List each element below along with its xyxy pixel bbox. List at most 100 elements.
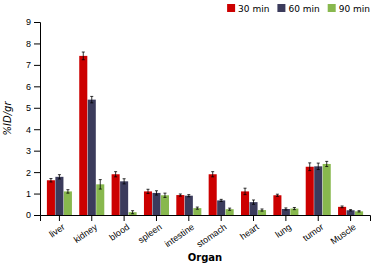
tick: intestine	[163, 215, 196, 249]
tick-label: 9	[26, 17, 31, 27]
error-bar	[82, 52, 85, 60]
tick-mark	[34, 194, 40, 195]
bar	[338, 207, 346, 215]
tick: lung	[273, 215, 293, 240]
error-bar	[211, 172, 214, 177]
marks	[47, 52, 363, 215]
error-bar	[99, 180, 102, 189]
tick-label: 0	[26, 210, 31, 220]
tick: 4	[26, 125, 40, 135]
tick-label: 4	[26, 125, 31, 135]
tick-label: blood	[108, 222, 132, 243]
tick-mark	[91, 215, 92, 221]
error-bar	[155, 191, 158, 195]
plot: 0 1 2 3 4 5 6 7 8 9 liver kidney bloodspleenintestin…	[26, 17, 371, 249]
tick: 7	[26, 60, 40, 70]
tick-label: kidney	[72, 222, 99, 245]
error-bar	[244, 188, 247, 194]
error-bar	[179, 194, 182, 196]
tick-label: stomach	[195, 222, 229, 250]
error-bar	[341, 206, 344, 208]
tick-mark	[34, 108, 40, 109]
tick-label: 1	[26, 189, 31, 199]
error-bar	[196, 207, 199, 209]
bar	[55, 177, 63, 215]
tick-label: intestine	[163, 222, 196, 249]
tick: 1	[26, 189, 40, 199]
tick-mark	[59, 215, 60, 221]
legend-swatch	[227, 4, 235, 12]
bar	[355, 211, 363, 215]
axis-line	[41, 216, 371, 222]
bar	[176, 195, 184, 215]
legend: 30 min60 min90 min	[227, 4, 370, 14]
bar	[47, 180, 55, 215]
tick-mark	[221, 215, 222, 221]
tick-mark	[34, 172, 40, 173]
tick-mark	[34, 86, 40, 87]
legend-item: 90 min	[328, 4, 370, 14]
tick-mark	[34, 65, 40, 66]
tick: 8	[26, 39, 40, 49]
tick-mark	[34, 151, 40, 152]
error-bar	[187, 195, 190, 197]
bar	[152, 193, 160, 215]
tick-mark	[124, 215, 125, 221]
tick-mark	[253, 215, 254, 221]
bar	[112, 174, 120, 215]
tick: spleen	[136, 215, 163, 245]
tick: tumor	[301, 215, 326, 243]
tick-label: heart	[238, 222, 261, 242]
tick-label: tumor	[301, 222, 326, 243]
x-axis-title: Organ	[188, 252, 222, 263]
error-bar	[131, 211, 134, 214]
tick: 2	[26, 167, 40, 177]
error-bar	[123, 179, 126, 184]
error-bar	[276, 194, 279, 196]
bar	[306, 167, 314, 215]
tick: 3	[26, 146, 40, 156]
tick: liver	[47, 215, 66, 239]
error-bar	[261, 209, 264, 211]
tick: stomach	[195, 215, 229, 249]
bar	[185, 196, 193, 215]
tick: Muscle	[329, 215, 358, 246]
tick-mark	[350, 215, 351, 221]
tick-mark	[34, 215, 40, 216]
tick: kidney	[72, 215, 99, 245]
bar	[314, 166, 322, 215]
bar	[79, 56, 87, 215]
bar	[88, 100, 96, 215]
tick-mark	[285, 215, 286, 221]
tick-mark	[188, 215, 189, 221]
tick-mark	[318, 215, 319, 221]
tick-label: 5	[26, 103, 31, 113]
error-bar	[66, 190, 69, 193]
error-bar	[293, 207, 296, 209]
x-axis: liver kidney bloodspleenintestinestomach he…	[41, 215, 371, 249]
legend-item: 60 min	[277, 4, 319, 14]
error-bar	[58, 175, 61, 179]
tick: 6	[26, 82, 40, 92]
legend-label: 90 min	[339, 4, 370, 14]
bar	[347, 210, 355, 215]
tick-label: 6	[26, 82, 31, 92]
legend-swatch	[277, 4, 285, 12]
bar	[144, 191, 152, 215]
error-bar	[317, 163, 320, 169]
bar	[323, 164, 331, 215]
tick: heart	[238, 215, 261, 242]
tick-mark	[34, 22, 40, 23]
error-bar	[325, 161, 328, 166]
tick-label: 7	[26, 60, 31, 70]
y-axis-title: %ID/gr	[2, 101, 13, 136]
series	[64, 161, 363, 215]
legend-label: 60 min	[288, 4, 319, 14]
error-bar	[252, 200, 255, 204]
chart: 0 1 2 3 4 5 6 7 8 9 liver kidney bloodspleenintestin…	[0, 0, 380, 265]
error-bar	[284, 208, 287, 210]
error-bar	[146, 189, 149, 193]
tick-label: 8	[26, 39, 31, 49]
error-bar	[358, 211, 361, 212]
error-bar	[308, 163, 311, 171]
